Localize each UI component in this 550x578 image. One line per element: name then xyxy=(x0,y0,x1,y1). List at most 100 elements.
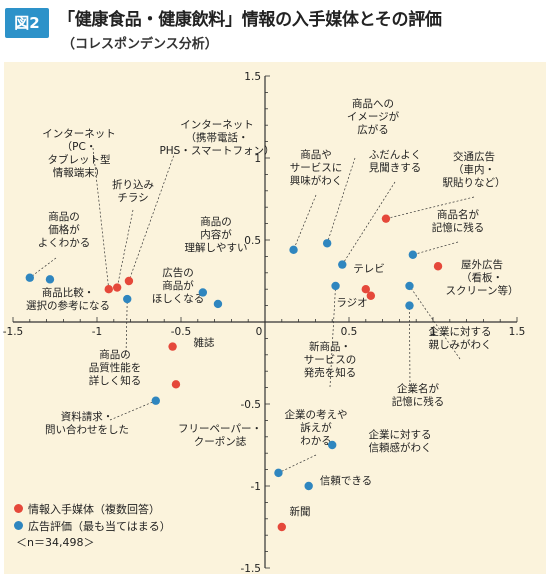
annotation-leader xyxy=(329,285,336,388)
annotation-leader xyxy=(341,181,396,265)
eval-point xyxy=(408,250,418,259)
eval-point xyxy=(328,440,337,450)
annotation-label: 新商品・ xyxy=(309,340,351,353)
annotation-label: 記憶に残る xyxy=(432,221,485,234)
sample-size: ＜n＝34,498＞ xyxy=(16,536,95,549)
annotation-label: タブレット型 xyxy=(48,153,111,166)
annotation-label: 商品や xyxy=(300,148,332,161)
x-tick-label: 0 xyxy=(256,326,263,338)
annotation-label: わかる xyxy=(300,435,332,447)
annotation-label: クーポン誌 xyxy=(194,435,247,448)
legend-eval-label: 広告評価（最も当てはまる） xyxy=(28,519,171,533)
y-tick-label: 0.5 xyxy=(244,235,261,247)
eval-point xyxy=(405,281,414,291)
eval-point xyxy=(151,396,160,405)
annotation-leader xyxy=(412,241,459,256)
eval-point xyxy=(331,281,340,291)
annotation-leader xyxy=(409,305,411,391)
annotation-label: 商品の xyxy=(200,215,232,228)
annotation-label: 広告の xyxy=(162,266,194,279)
y-tick-label: -0.5 xyxy=(241,399,262,411)
annotation-label: 価格が xyxy=(48,223,80,236)
media-point xyxy=(381,214,391,223)
annotation-leader xyxy=(385,196,475,220)
annotation-label: テレビ xyxy=(353,263,385,275)
figure-subtitle: （コレスポンデンス分析） xyxy=(62,37,218,52)
annotation-leader xyxy=(293,194,317,250)
legend-media-dot xyxy=(14,504,23,513)
annotation-label: 見聞きする xyxy=(369,162,422,174)
media-point xyxy=(433,262,443,271)
annotation-label: 信頼感がわく xyxy=(369,441,432,454)
y-tick-label: 1 xyxy=(254,153,261,165)
annotation-label: 問い合わせをした xyxy=(45,423,129,436)
legend-media-label: 情報入手媒体（複数回答） xyxy=(28,502,160,516)
annotation-label: 企業に対する xyxy=(369,428,432,441)
annotation-label: 資料請求・ xyxy=(61,410,114,423)
media-point xyxy=(366,291,376,300)
eval-point xyxy=(198,288,208,297)
x-tick-label: 1.5 xyxy=(509,326,526,338)
annotation-leader xyxy=(29,257,57,278)
x-tick-label: 0.5 xyxy=(341,326,358,338)
annotation-label: 訴えが xyxy=(300,421,332,434)
annotation-label: ふだんよく xyxy=(369,149,422,161)
annotation-leader xyxy=(128,151,176,282)
annotation-label: 雑誌 xyxy=(194,336,215,349)
annotation-label: 理解しやすい xyxy=(185,241,248,254)
eval-point xyxy=(123,294,132,304)
x-tick-label: -1.5 xyxy=(3,326,24,338)
annotation-label: 商品名が xyxy=(437,208,479,221)
annotation-label: 折り込み xyxy=(112,178,154,191)
annotation-label: インターネット xyxy=(42,128,116,140)
annotation-label: インターネット xyxy=(180,119,254,131)
media-point xyxy=(171,380,181,389)
annotation-label: 興味がわく xyxy=(290,174,343,187)
annotation-label: 親しみがわく xyxy=(429,338,492,351)
annotation-label: 品質性能を xyxy=(89,361,142,374)
eval-point xyxy=(289,245,298,255)
media-point xyxy=(104,285,113,294)
annotation-label: 記憶に残る xyxy=(392,395,445,408)
annotation-label: よくわかる xyxy=(38,237,91,249)
annotation-label: サービスの xyxy=(304,354,357,366)
annotation-label: 商品比較・ xyxy=(42,286,95,299)
annotation-label: 詳しく知る xyxy=(89,374,142,387)
eval-point xyxy=(274,468,283,478)
annotation-label: チラシ xyxy=(117,192,148,204)
annotation-leader xyxy=(409,285,461,360)
annotation-label: （PC・ xyxy=(62,141,97,153)
eval-point xyxy=(213,299,223,309)
annotation-label: 選択の参考になる xyxy=(26,299,110,312)
annotation-label: 商品への xyxy=(352,97,394,110)
media-point xyxy=(277,522,286,532)
annotation-label: 内容が xyxy=(200,228,232,241)
eval-point xyxy=(304,481,313,491)
y-tick-label: -1.5 xyxy=(241,563,262,575)
annotation-label: スクリーン等） xyxy=(446,284,519,297)
annotation-label: （看板・ xyxy=(461,271,503,284)
y-tick-label: 1.5 xyxy=(244,71,261,83)
annotation-label: 企業に対する xyxy=(429,325,492,338)
figure-header: 図2 「健康食品・健康飲料」情報の入手媒体とその評価 （コレスポンデンス分析） xyxy=(0,0,550,62)
annotation-label: 情報端末） xyxy=(53,166,106,179)
annotation-label: サービスに xyxy=(290,162,343,174)
annotation-label: 企業名が xyxy=(397,382,439,395)
annotation-label: （車内・ xyxy=(453,163,495,176)
x-tick-label: 1 xyxy=(430,326,437,338)
annotation-label: 企業の考えや xyxy=(285,408,348,421)
annotation-label: 屋外広告 xyxy=(461,258,503,271)
media-point xyxy=(361,285,370,294)
annotation-leader xyxy=(116,209,134,288)
media-point xyxy=(124,276,134,286)
media-point xyxy=(168,342,177,351)
annotation-leader xyxy=(109,400,156,421)
annotation-leader xyxy=(326,157,356,244)
annotation-label: 商品の xyxy=(99,348,131,361)
annotation-label: 商品の xyxy=(48,210,80,223)
eval-point xyxy=(322,239,332,248)
annotation-label: ほしくなる xyxy=(152,293,205,305)
eval-point xyxy=(405,301,414,310)
annotation-label: 駅貼りなど） xyxy=(443,176,506,189)
